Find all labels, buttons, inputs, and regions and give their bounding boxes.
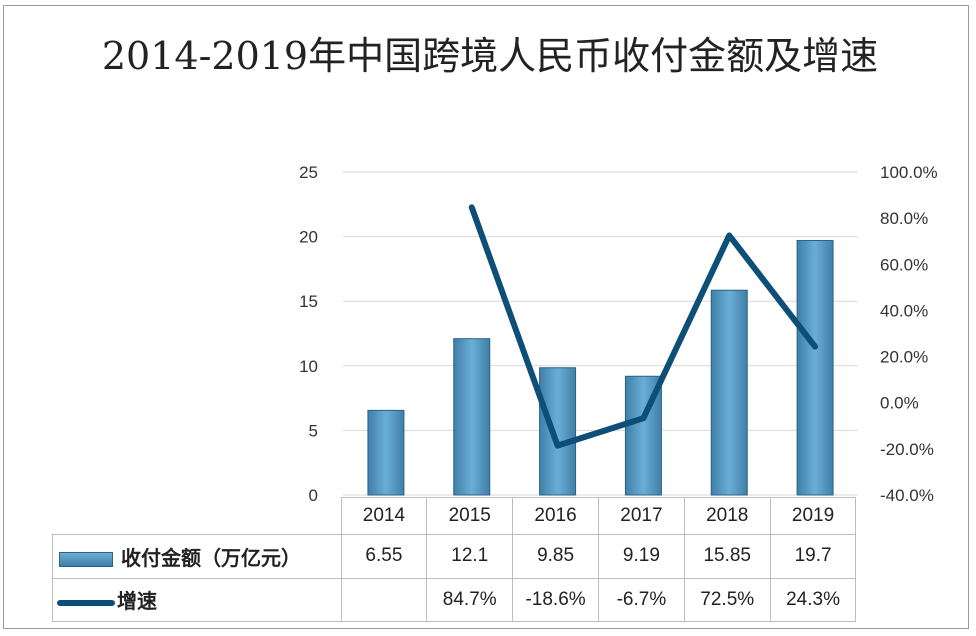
table-row-amount: 收付金额（万亿元） 6.55 12.1 9.85 9.19 15.85 19.7 xyxy=(52,533,857,579)
left-tick-label: 10 xyxy=(299,357,318,376)
growth-value: 72.5% xyxy=(683,577,771,622)
right-tick-label: -40.0% xyxy=(880,486,934,505)
bar-2018 xyxy=(710,289,748,496)
growth-value: -18.6% xyxy=(512,577,599,622)
data-table: 2014 2015 2016 2017 2018 2019 收付金额（万亿元） 6.55 1… xyxy=(52,497,857,622)
left-tick-label: 0 xyxy=(309,486,318,505)
growth-value: 24.3% xyxy=(769,577,857,622)
growth-value: 84.7% xyxy=(426,577,514,622)
bar-2015 xyxy=(453,338,491,496)
legend-growth: 增速 xyxy=(52,577,342,622)
left-tick-label: 20 xyxy=(299,228,318,247)
amount-value: 12.1 xyxy=(426,533,514,579)
bar-2019 xyxy=(796,239,834,496)
category-label: 2019 xyxy=(769,497,857,535)
amount-value: 6.55 xyxy=(340,533,428,579)
right-tick-label: 40.0% xyxy=(880,301,928,320)
line-legend-swatch xyxy=(57,599,115,606)
table-header-row: 2014 2015 2016 2017 2018 2019 xyxy=(53,497,857,535)
bar-2014 xyxy=(367,409,405,496)
left-tick-label: 5 xyxy=(309,421,318,440)
growth-value xyxy=(340,577,428,622)
chart-frame xyxy=(3,5,969,629)
bar-legend-swatch xyxy=(59,551,113,567)
amount-value: 19.7 xyxy=(769,533,857,579)
right-tick-label: 100.0% xyxy=(880,163,938,182)
category-label: 2017 xyxy=(597,497,685,535)
table-row-growth: 增速 84.7% -18.6% -6.7% 72.5% 24.3% xyxy=(52,577,857,622)
left-tick-label: 25 xyxy=(299,163,318,182)
legend-amount: 收付金额（万亿元） xyxy=(52,533,342,579)
category-label: 2015 xyxy=(426,497,514,535)
bar-2016 xyxy=(539,367,577,496)
chart-title: 2014-2019年中国跨境人民币收付金额及增速 xyxy=(101,34,879,78)
amount-value: 15.85 xyxy=(683,533,771,579)
amount-value: 9.19 xyxy=(597,533,685,579)
right-tick-label: 0.0% xyxy=(880,394,919,413)
right-tick-label: 60.0% xyxy=(880,255,928,274)
amount-value: 9.85 xyxy=(512,533,599,579)
left-tick-label: 15 xyxy=(299,292,318,311)
category-label: 2018 xyxy=(683,497,771,535)
growth-value: -6.7% xyxy=(597,577,685,622)
right-tick-label: 80.0% xyxy=(880,209,928,228)
category-label: 2016 xyxy=(512,497,599,535)
right-tick-label: -20.0% xyxy=(880,440,934,459)
growth-line xyxy=(468,204,819,449)
category-label: 2014 xyxy=(340,497,428,535)
right-tick-label: 20.0% xyxy=(880,348,928,367)
